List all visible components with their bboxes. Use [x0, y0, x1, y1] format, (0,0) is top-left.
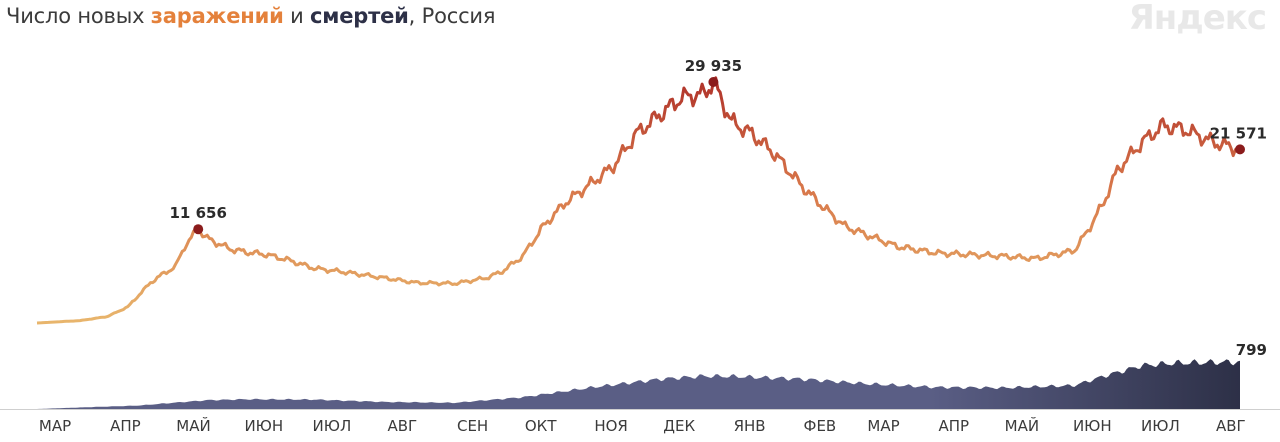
- x-tick-label: МАЙ: [176, 416, 210, 435]
- peak-dot: [1235, 144, 1245, 155]
- x-tick-label: АВГ: [1216, 417, 1246, 435]
- x-tick-label: АПР: [110, 417, 141, 435]
- infections-value-label: 21 571: [1210, 124, 1267, 142]
- infections-line: [36, 76, 1241, 325]
- chart-title: Число новых заражений и смертей, Россия: [6, 4, 496, 28]
- x-tick-label: НОЯ: [594, 417, 628, 435]
- peak-dot: [193, 224, 204, 235]
- x-tick-label: ИЮН: [1073, 417, 1112, 435]
- title-suffix: , Россия: [408, 4, 496, 28]
- x-tick-label: ИЮН: [244, 417, 283, 435]
- infections-series: [36, 76, 1241, 325]
- deaths-series: [37, 359, 1240, 409]
- title-prefix: Число новых: [6, 4, 151, 28]
- peak-dot: [708, 77, 719, 87]
- x-tick-label: МАР: [867, 417, 899, 435]
- title-middle: и: [283, 4, 311, 28]
- x-tick-label: ОКТ: [525, 417, 557, 435]
- title-deaths: смертей: [310, 4, 409, 28]
- yandex-logo: Яндекс: [1128, 0, 1267, 38]
- title-infections: заражений: [150, 4, 284, 28]
- x-tick-label: ИЮЛ: [313, 417, 352, 435]
- deaths-value-label: 799: [1236, 341, 1267, 359]
- x-tick-label: АПР: [939, 417, 970, 435]
- peak-annotations: 11 656 29 935 21 571 799: [169, 57, 1267, 359]
- x-tick-label: МАР: [39, 417, 71, 435]
- deaths-area: [37, 359, 1240, 409]
- x-tick-label: ДЕК: [663, 417, 695, 435]
- x-axis-ticks: МАР АПР МАЙ ИЮН ИЮЛ АВГ СЕН ОКТ НОЯ ДЕК ЯНВ ФЕВ МАР А…: [39, 416, 1246, 435]
- x-tick-label: ИЮЛ: [1141, 417, 1180, 435]
- infections-value-label: 29 935: [685, 57, 742, 75]
- x-tick-label: ЯНВ: [734, 417, 766, 435]
- x-tick-label: ФЕВ: [804, 417, 837, 435]
- x-tick-label: СЕН: [457, 417, 488, 435]
- x-tick-label: МАЙ: [1005, 416, 1039, 435]
- infections-value-label: 11 656: [169, 204, 226, 222]
- x-tick-label: АВГ: [387, 417, 417, 435]
